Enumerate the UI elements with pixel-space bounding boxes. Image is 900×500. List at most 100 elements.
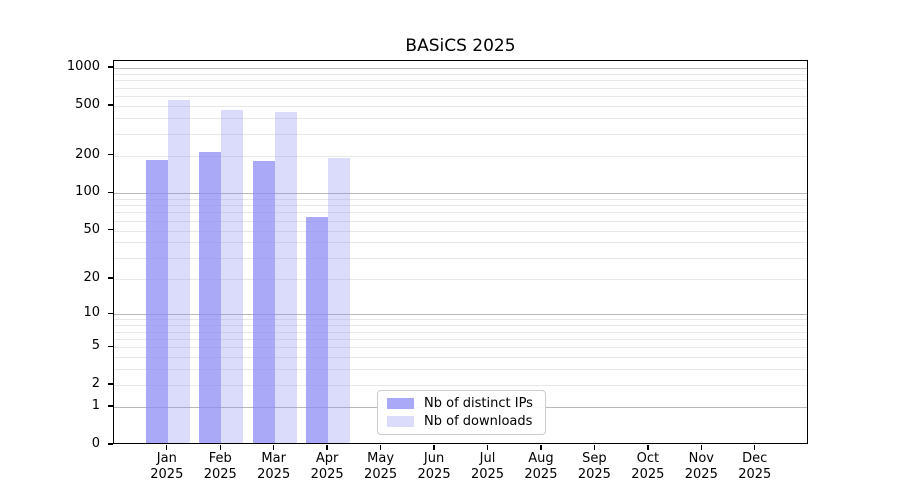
x-tick-mark [700, 445, 702, 450]
x-tick-mark [326, 445, 328, 450]
bar-downloads-apr [328, 157, 351, 443]
gridline-minor [114, 198, 807, 200]
y-tick-mark [108, 443, 113, 445]
x-tick-label-nov: Nov 2025 [673, 451, 729, 483]
gridline-minor [114, 338, 807, 340]
gridline-minor [114, 347, 807, 349]
y-tick-mark [108, 312, 113, 314]
gridline-minor [114, 80, 807, 82]
bar-distinct-ips-feb [199, 151, 222, 443]
gridline-minor [114, 73, 807, 75]
x-tick-label-jul: Jul 2025 [460, 451, 516, 483]
y-tick-label: 200 [75, 146, 100, 162]
y-tick-label: 5 [91, 338, 100, 354]
bar-distinct-ips-jan [145, 159, 168, 443]
x-tick-month: Feb [208, 451, 232, 466]
bar-distinct-ips-mar [252, 161, 275, 443]
x-tick-month: Sep [582, 451, 607, 466]
gridline-minor [114, 385, 807, 387]
x-tick-month: Jul [479, 451, 496, 466]
x-tick-month: Apr [315, 451, 339, 466]
gridline-minor [114, 133, 807, 135]
gridline-minor [114, 357, 807, 359]
gridline-minor [114, 205, 807, 207]
x-tick-year: 2025 [203, 467, 237, 482]
x-tick-year: 2025 [364, 467, 398, 482]
y-tick-label: 20 [83, 269, 100, 285]
bar-downloads-mar [274, 111, 297, 443]
y-tick-mark [108, 104, 113, 106]
legend-swatch-distinct-ips-icon [387, 398, 414, 409]
gridline-minor [114, 242, 807, 244]
x-tick-year: 2025 [738, 467, 772, 482]
x-tick-mark [219, 445, 221, 450]
chart-title: BASiCS 2025 [405, 36, 516, 56]
x-tick-month: Jun [423, 451, 445, 466]
gridline-minor [114, 325, 807, 327]
x-tick-mark [433, 445, 435, 450]
gridline-major [114, 68, 807, 70]
y-tick-mark [108, 383, 113, 385]
x-tick-year: 2025 [470, 467, 505, 482]
legend: Nb of distinct IPs Nb of downloads [377, 390, 546, 435]
y-tick-label: 2 [91, 376, 100, 392]
x-tick-year: 2025 [577, 467, 611, 482]
x-tick-mark [647, 445, 649, 450]
gridline-minor [114, 331, 807, 333]
x-tick-label-feb: Feb 2025 [192, 451, 248, 483]
x-tick-month: Dec [742, 451, 768, 466]
legend-item-distinct-ips: Nb of distinct IPs [387, 396, 533, 411]
gridline-minor [114, 212, 807, 214]
x-tick-label-apr: Apr 2025 [299, 451, 355, 483]
gridline-minor [114, 278, 807, 280]
y-tick-label: 50 [83, 221, 100, 237]
gridline-minor [114, 87, 807, 89]
x-tick-year: 2025 [150, 467, 184, 482]
x-tick-label-aug: Aug 2025 [513, 451, 569, 483]
gridline-minor [114, 319, 807, 321]
x-tick-mark [486, 445, 489, 450]
plot-area [113, 60, 808, 444]
x-tick-label-dec: Dec 2025 [727, 451, 783, 483]
x-tick-year: 2025 [257, 467, 291, 482]
x-tick-month: May [367, 451, 395, 466]
x-tick-mark [166, 445, 168, 450]
x-tick-month: Aug [528, 451, 554, 466]
x-tick-year: 2025 [684, 467, 718, 482]
legend-swatch-downloads-icon [387, 416, 414, 427]
gridline-minor [114, 118, 807, 120]
gridline-major [114, 193, 807, 195]
gridline-minor [114, 230, 807, 232]
y-tick-mark [108, 345, 113, 347]
y-tick-mark [108, 154, 113, 156]
x-tick-year: 2025 [524, 467, 558, 482]
gridline-minor [114, 105, 807, 107]
gridline-minor [114, 369, 807, 371]
x-tick-label-may: May 2025 [353, 451, 409, 483]
y-tick-label: 1 [91, 398, 100, 414]
y-tick-label: 0 [91, 436, 100, 451]
x-tick-year: 2025 [631, 467, 665, 482]
x-tick-label-jan: Jan 2025 [139, 451, 195, 483]
bar-distinct-ips-apr [306, 217, 329, 443]
x-tick-mark [379, 445, 382, 450]
gridline-minor [114, 257, 807, 259]
gridline-minor [114, 220, 807, 222]
y-tick-label: 10 [83, 305, 100, 321]
legend-label-distinct-ips: Nb of distinct IPs [424, 396, 533, 411]
gridline-major [114, 314, 807, 316]
bar-downloads-jan [167, 100, 190, 443]
legend-item-downloads: Nb of downloads [387, 414, 533, 429]
x-tick-month: Nov [688, 451, 714, 466]
x-tick-label-jun: Jun 2025 [406, 451, 462, 483]
y-tick-mark [108, 277, 113, 279]
x-tick-month: Jan [156, 451, 177, 466]
x-tick-month: Oct [636, 451, 660, 466]
y-tick-mark [108, 191, 113, 193]
y-tick-label: 1000 [66, 59, 100, 75]
x-tick-year: 2025 [310, 467, 344, 482]
x-tick-mark [540, 445, 542, 450]
x-tick-mark [593, 445, 596, 450]
y-tick-label: 500 [75, 96, 100, 112]
